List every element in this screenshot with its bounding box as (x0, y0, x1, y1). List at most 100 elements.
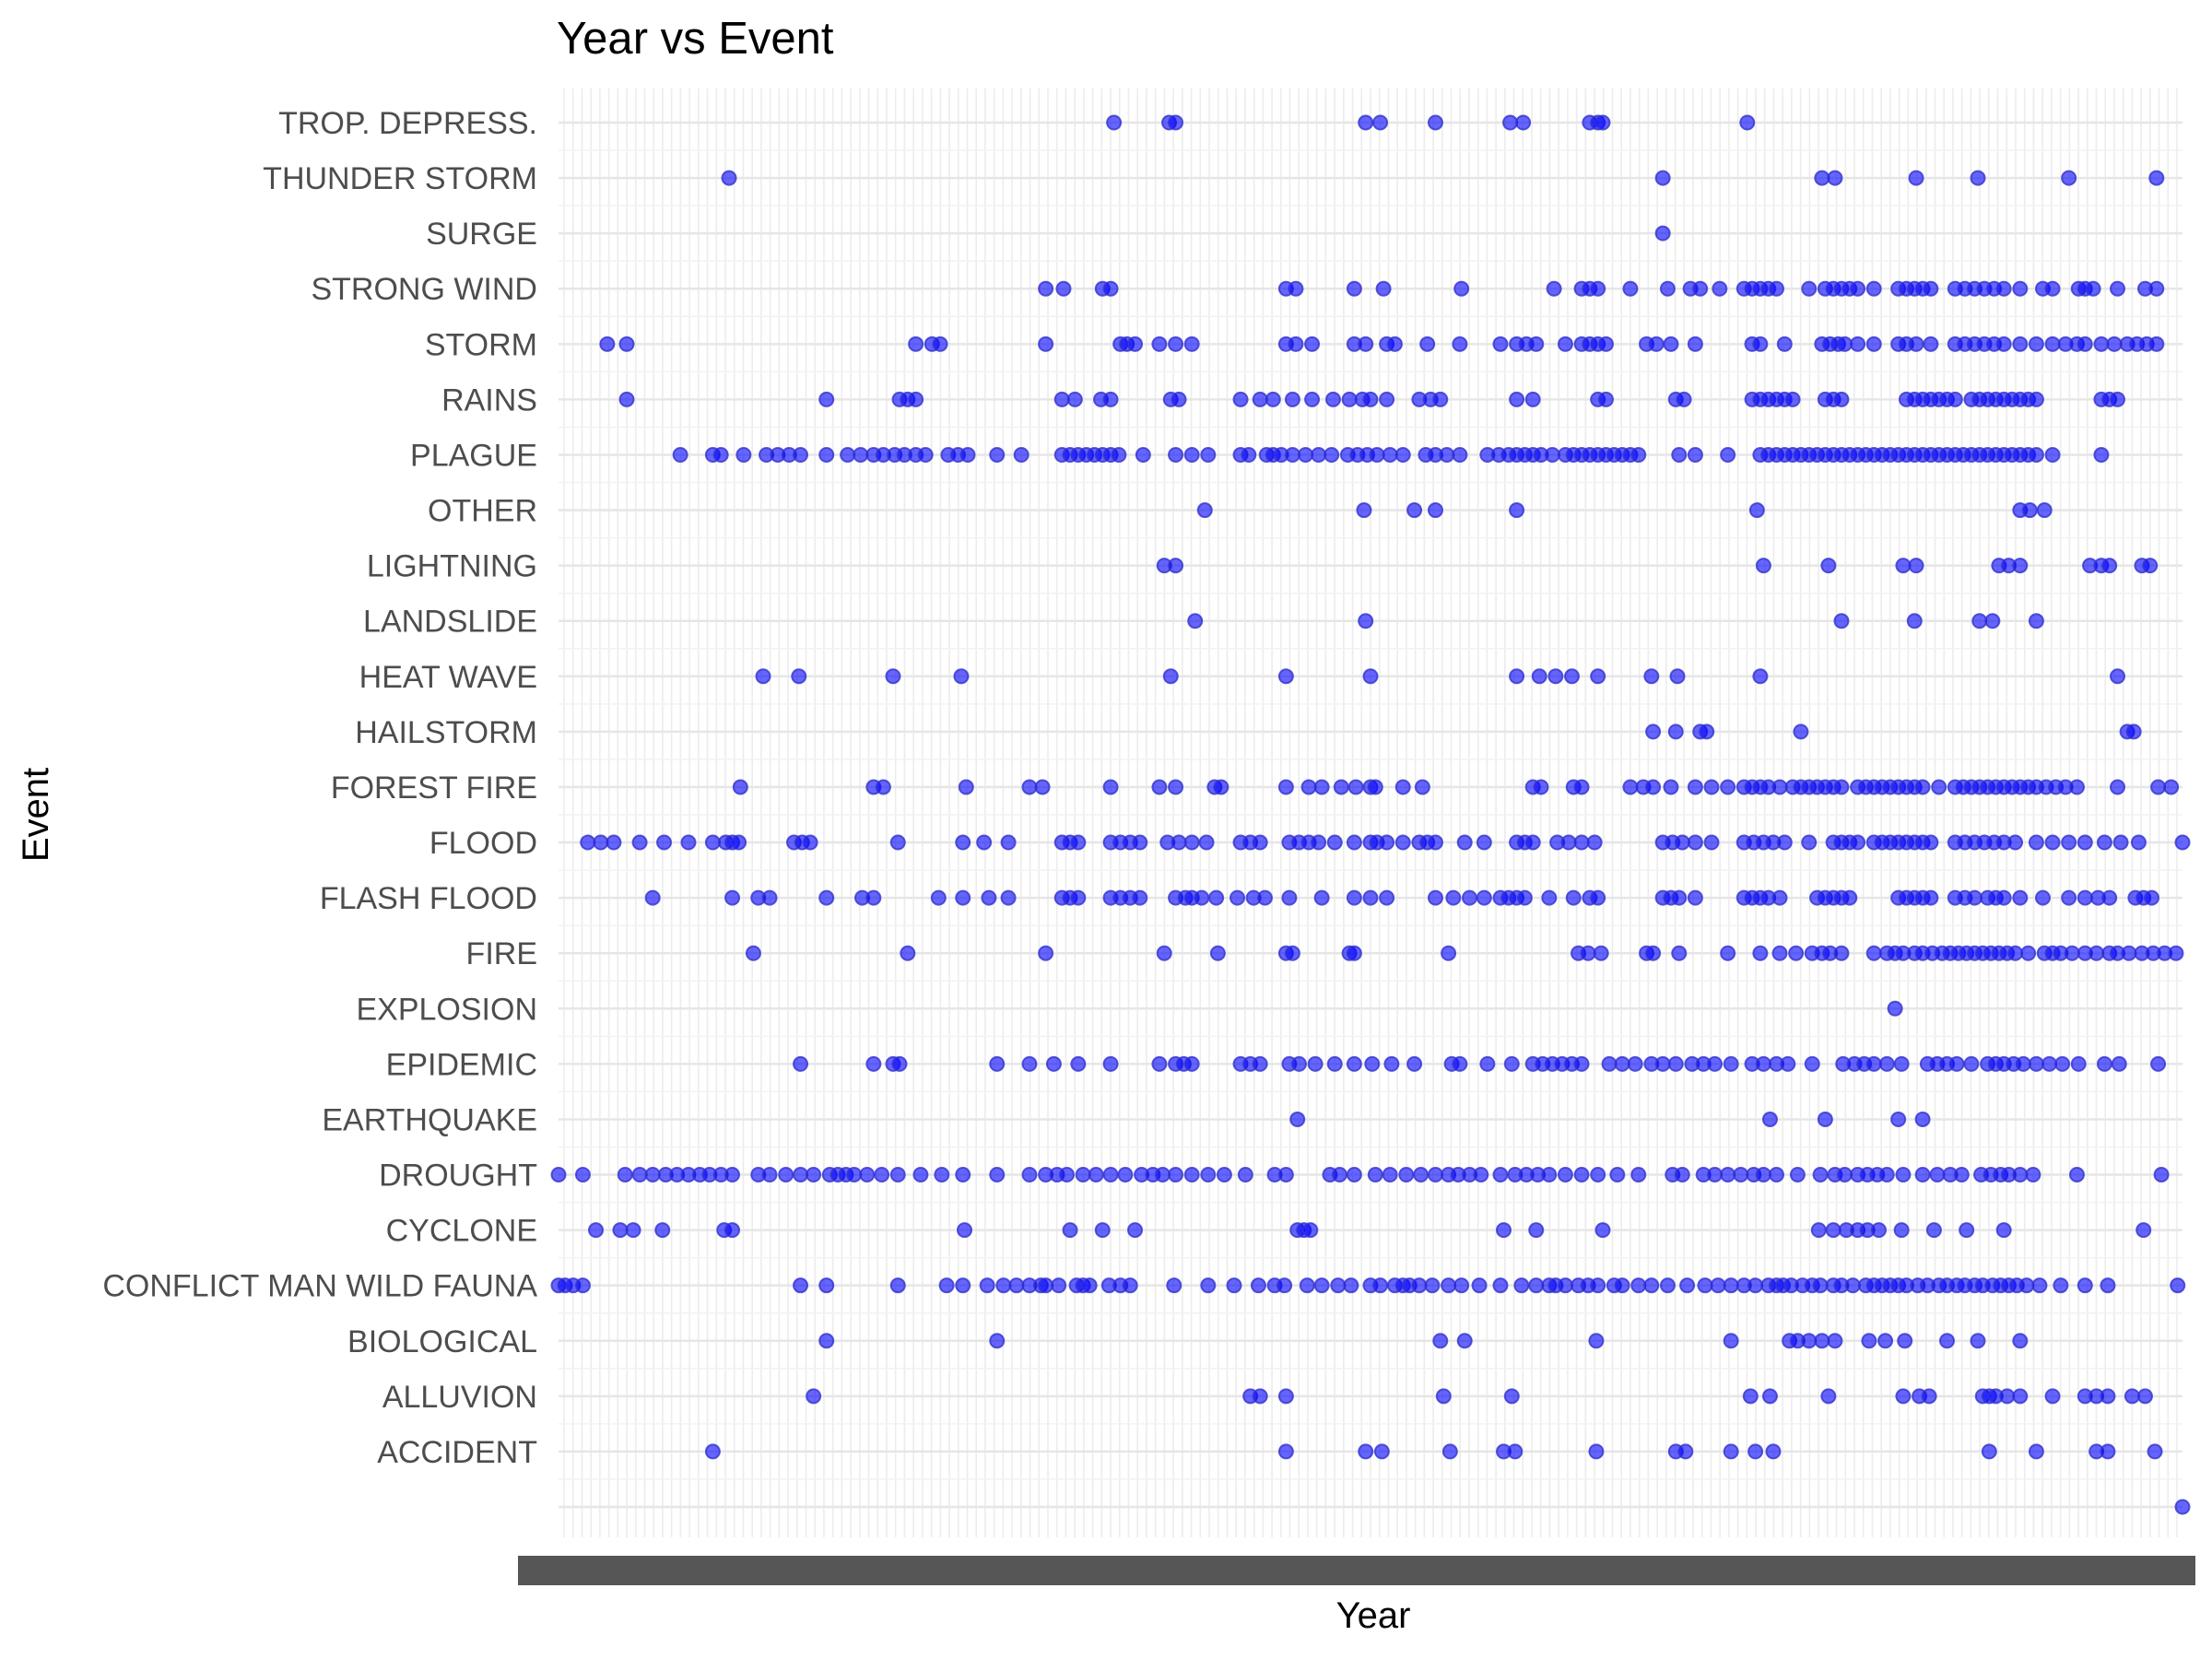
data-point (865, 1055, 882, 1072)
data-point (1671, 945, 1688, 961)
data-point (1981, 1443, 1997, 1460)
y-tick-label: FLASH FLOOD (320, 881, 537, 916)
data-point (721, 170, 737, 186)
data-point (1284, 391, 1300, 407)
data-point (1877, 1333, 1894, 1349)
data-point (1833, 945, 1850, 961)
data-point (806, 1167, 822, 1183)
data-point (1588, 1443, 1605, 1460)
data-point (1627, 1055, 1643, 1072)
data-point (1580, 945, 1596, 961)
data-point (2100, 1277, 2116, 1294)
data-point (2044, 834, 2061, 851)
data-point (1300, 779, 1317, 795)
data-point (1406, 502, 1423, 519)
data-point (1671, 446, 1688, 463)
data-point (1541, 889, 1558, 906)
data-point (1893, 1055, 1910, 1072)
data-point (917, 446, 934, 463)
data-point (1769, 280, 1784, 297)
data-point (989, 1055, 1006, 1072)
data-point (1453, 1277, 1470, 1294)
data-point (1367, 1167, 1383, 1183)
data-point (1663, 335, 1679, 352)
data-point (953, 668, 970, 685)
data-point (1739, 114, 1756, 131)
data-point (989, 1167, 1006, 1183)
data-point (1414, 779, 1430, 795)
data-point (2068, 779, 2085, 795)
data-point (1645, 945, 1662, 961)
data-point (1573, 1167, 1590, 1183)
data-point (2012, 335, 2029, 352)
data-point (1509, 668, 1525, 685)
data-point (1362, 889, 1379, 906)
data-point (1168, 1167, 1184, 1183)
data-point (1865, 335, 1882, 352)
data-point (1663, 779, 1679, 795)
data-point (1492, 335, 1509, 352)
data-point (1703, 834, 1720, 851)
data-point (1452, 335, 1468, 352)
data-point (1382, 446, 1398, 463)
data-point (2018, 1277, 2035, 1294)
data-point (1547, 668, 1564, 685)
data-point (1513, 1277, 1530, 1294)
data-point (1654, 225, 1671, 241)
data-point (1362, 668, 1379, 685)
data-point (874, 1167, 890, 1183)
data-point (1198, 834, 1215, 851)
data-point (2088, 945, 2105, 961)
data-point (1151, 779, 1168, 795)
data-point (1804, 1055, 1820, 1072)
data-point (979, 1277, 995, 1294)
data-point (1213, 779, 1230, 795)
data-point (1358, 613, 1374, 629)
data-point (1311, 834, 1327, 851)
data-point (1346, 889, 1362, 906)
data-point (1398, 1167, 1415, 1183)
data-point (1358, 335, 1374, 352)
data-point (1132, 834, 1148, 851)
data-point (1326, 1055, 1343, 1072)
y-tick-label: THUNDER STORM (263, 161, 537, 196)
data-point (1226, 1277, 1242, 1294)
data-point (1723, 1333, 1739, 1349)
data-point (1720, 1167, 1736, 1183)
data-point (1679, 1277, 1696, 1294)
data-point (1252, 391, 1268, 407)
y-tick-labels: ACCIDENT ALLUVION BIOLOGICAL CONFLICT MAN W… (102, 106, 537, 1470)
data-point (1812, 1167, 1829, 1183)
data-point (793, 1277, 809, 1294)
data-point (1122, 1277, 1138, 1294)
data-point (1288, 335, 1304, 352)
data-point (889, 1277, 906, 1294)
data-point (1897, 1333, 1913, 1349)
data-point (1313, 889, 1330, 906)
data-point (989, 1333, 1006, 1349)
data-point (2077, 335, 2093, 352)
y-tick-label: DROUGHT (379, 1159, 537, 1194)
data-point (732, 779, 748, 795)
data-point (2174, 834, 2191, 851)
y-tick-label: TROP. DEPRESS. (278, 106, 537, 141)
data-point (1557, 1167, 1573, 1183)
data-point (1995, 889, 2012, 906)
data-point (1102, 779, 1119, 795)
x-axis-title: Year (1336, 1595, 1411, 1636)
data-point (1183, 1167, 1200, 1183)
data-point (761, 889, 778, 906)
data-point (1833, 779, 1850, 795)
data-point (1630, 446, 1647, 463)
data-point (1825, 1222, 1841, 1239)
data-point (724, 889, 741, 906)
data-point (1102, 280, 1119, 297)
data-point (1307, 1055, 1324, 1072)
data-point (1908, 170, 1924, 186)
data-point (1565, 889, 1582, 906)
data-point (2028, 1055, 2044, 1072)
data-point (1183, 1055, 1200, 1072)
data-point (791, 668, 807, 685)
data-point (1707, 1167, 1724, 1183)
